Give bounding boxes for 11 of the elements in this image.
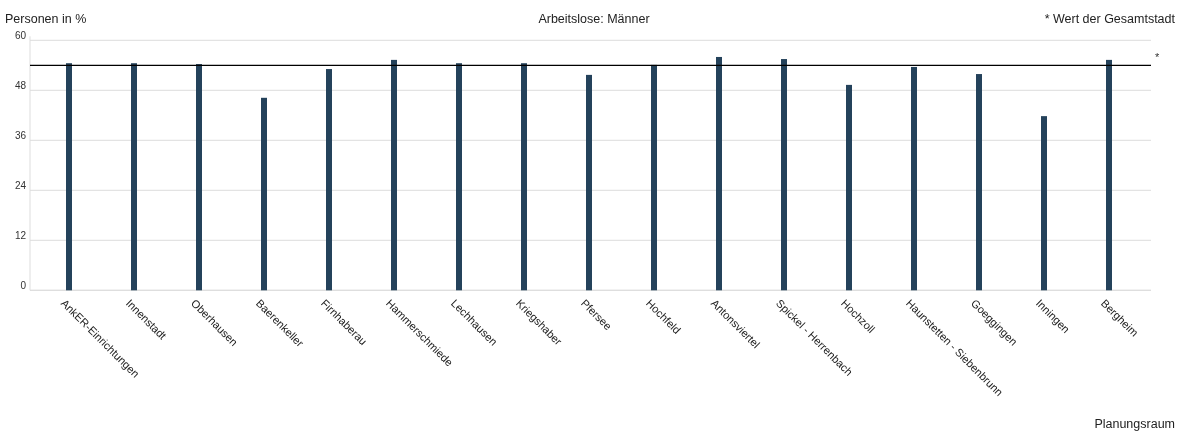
y-axis-title: Personen in % bbox=[5, 12, 87, 26]
y-tick-label: 0 bbox=[20, 280, 27, 292]
y-tick-label: 24 bbox=[14, 180, 27, 192]
y-tick-label: 48 bbox=[14, 80, 27, 92]
chart-title: Arbeitslose: Männer bbox=[538, 12, 650, 26]
y-tick-label: 36 bbox=[14, 130, 27, 142]
y-tick-label: 12 bbox=[14, 230, 27, 242]
x-axis-title: Planungsraum bbox=[1094, 417, 1175, 431]
y-tick-label: 60 bbox=[14, 30, 27, 42]
ref-line-label: * bbox=[1155, 51, 1160, 64]
text: * Wert der Gesamtstadt bbox=[1044, 12, 1176, 26]
